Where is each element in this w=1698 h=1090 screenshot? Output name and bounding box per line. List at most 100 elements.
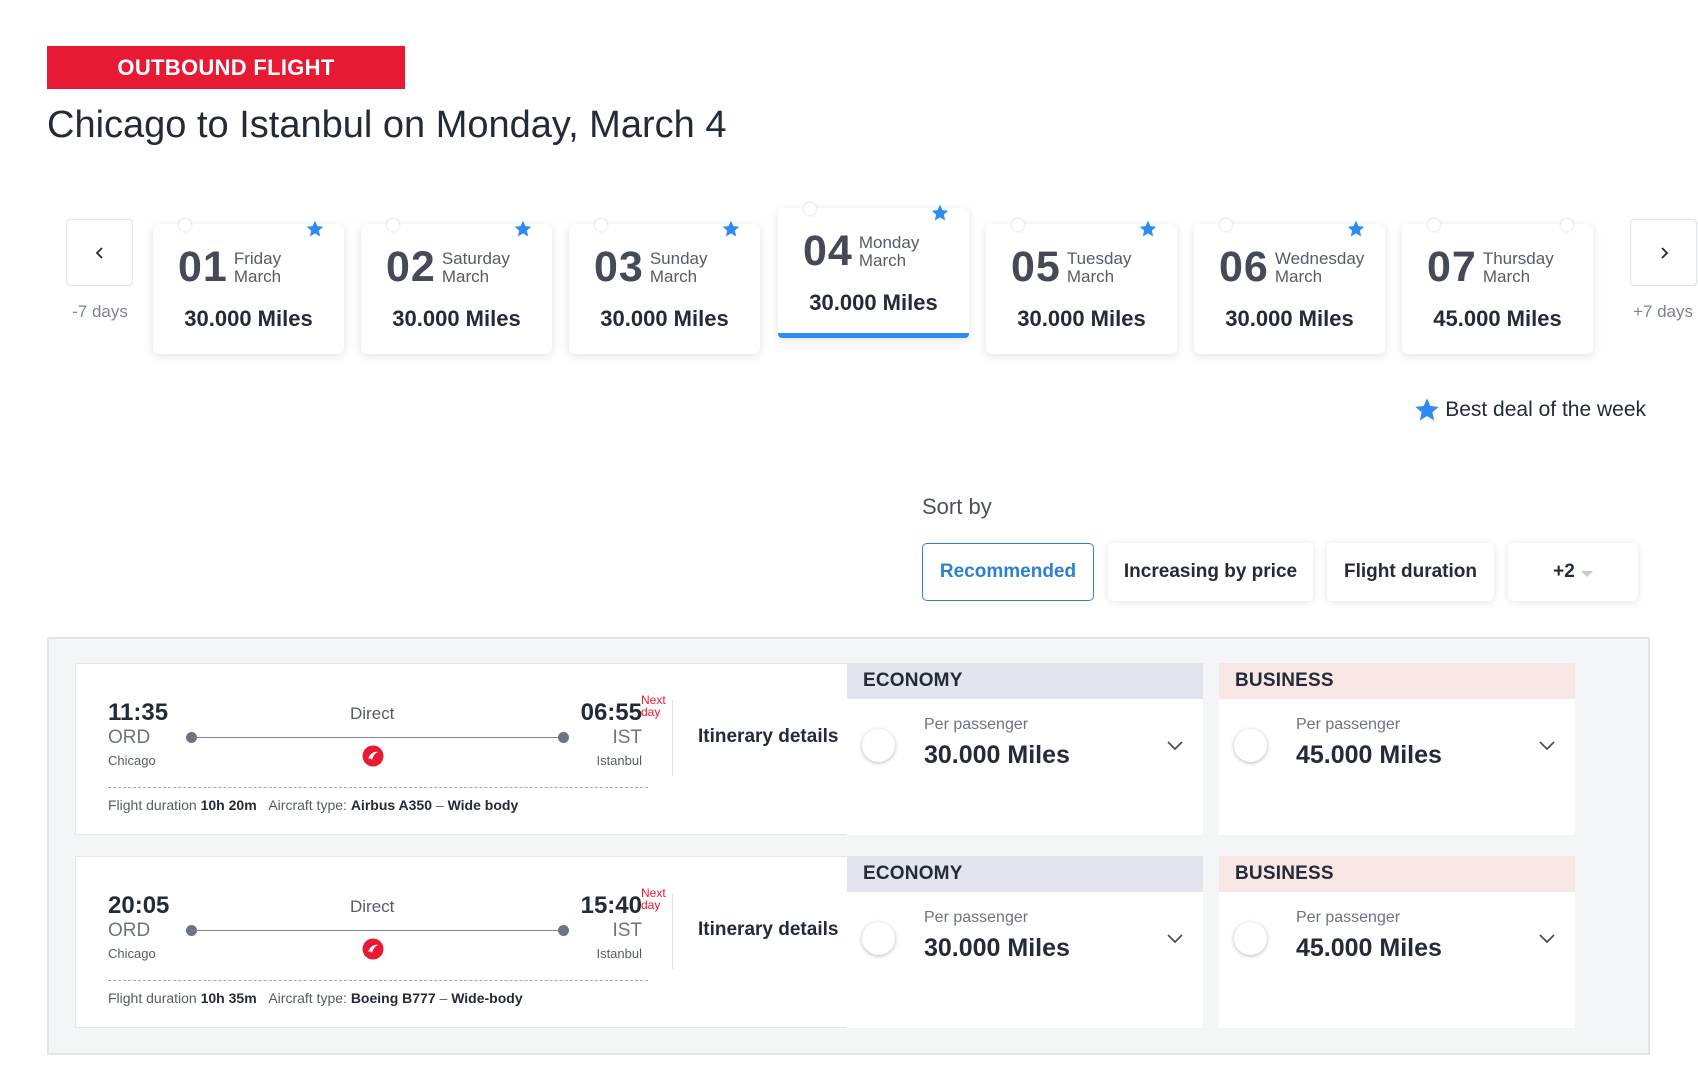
turkish-airlines-logo-icon: [362, 745, 384, 767]
aircraft-label: Aircraft type:: [268, 797, 347, 813]
fare-class-header: ECONOMY: [847, 856, 1203, 892]
divider: [108, 787, 648, 788]
departure-city: Chicago: [108, 753, 156, 768]
itinerary-details-button[interactable]: Itinerary details: [698, 726, 860, 748]
selected-indicator: [778, 333, 969, 338]
day-price: 30.000 Miles: [184, 306, 313, 331]
duration-value: 10h 35m: [200, 990, 257, 1006]
business-fare-option[interactable]: BUSINESS Per passenger 45.000 Miles: [1219, 856, 1575, 1028]
arrival-time: 15:40: [580, 892, 642, 919]
duration-label: Flight duration: [108, 797, 197, 813]
date-card-02[interactable]: 02 Saturday March 30.000 Miles: [361, 219, 552, 354]
best-deal-star-icon: [931, 204, 949, 221]
route-line: [191, 737, 563, 738]
itinerary-details-button[interactable]: Itinerary details: [698, 919, 860, 941]
sort-duration-button[interactable]: Flight duration: [1327, 543, 1494, 601]
vertical-divider: [672, 893, 673, 969]
meta-separator: –: [435, 797, 444, 813]
economy-fare-option[interactable]: ECONOMY Per passenger 30.000 Miles: [847, 663, 1203, 835]
best-deal-star-icon: [722, 220, 740, 237]
date-card-07[interactable]: 07 Thursday March 45.000 Miles: [1402, 219, 1593, 354]
next-day-label: day: [641, 705, 661, 719]
per-passenger-label: Per passenger: [924, 716, 1029, 733]
ticket-notch: [179, 219, 191, 231]
chevron-left-icon: [95, 246, 103, 259]
arrival-city: Istanbul: [596, 946, 642, 961]
aircraft-label: Aircraft type:: [268, 990, 347, 1006]
fare-price: 45.000 Miles: [1296, 934, 1442, 962]
ticket-notch: [1012, 219, 1024, 231]
day-name: Monday: [858, 232, 920, 252]
fare-class-header: BUSINESS: [1219, 856, 1575, 892]
day-meta: Wednesday March: [1275, 249, 1364, 286]
flight-meta: Flight duration 10h 35m Aircraft type: B…: [108, 990, 523, 1006]
date-card-06[interactable]: 06 Wednesday March 30.000 Miles: [1194, 219, 1385, 354]
route-end-dot: [558, 732, 569, 743]
day-month: March: [441, 266, 490, 286]
departure-code: ORD: [108, 727, 151, 748]
chevron-down-icon[interactable]: [1165, 735, 1185, 755]
business-fare-option[interactable]: BUSINESS Per passenger 45.000 Miles: [1219, 663, 1575, 835]
arrival-time: 06:55: [580, 699, 642, 726]
day-number: 03: [594, 243, 644, 291]
flight-card: 11:35 ORD Chicago Direct 06:55 Next day IST Ista…: [75, 663, 879, 835]
best-deal-star-icon: [514, 220, 532, 237]
ticket-notch: [804, 203, 816, 215]
day-number: 02: [386, 243, 436, 291]
economy-fare-option[interactable]: ECONOMY Per passenger 30.000 Miles: [847, 856, 1203, 1028]
day-meta: Friday March: [233, 249, 282, 286]
fare-radio[interactable]: [1234, 729, 1267, 762]
ticket-notch: [1220, 219, 1232, 231]
sort-price-button[interactable]: Increasing by price: [1108, 543, 1313, 601]
arrival-city: Istanbul: [596, 753, 642, 768]
date-row: 04 Monday March: [803, 230, 919, 273]
turkish-airlines-logo-icon: [362, 938, 384, 960]
date-row: 05 Tuesday March: [1011, 246, 1131, 289]
chevron-down-icon[interactable]: [1165, 928, 1185, 948]
outbound-flight-badge: OUTBOUND FLIGHT: [47, 46, 405, 89]
best-deal-star-icon: [1347, 220, 1365, 237]
date-row: 03 Sunday March: [594, 246, 708, 289]
date-card-05[interactable]: 05 Tuesday March 30.000 Miles: [986, 219, 1177, 354]
ticket-notch: [595, 219, 607, 231]
aircraft-value: Boeing B777: [350, 990, 436, 1006]
arrival-code: IST: [612, 727, 642, 748]
fare-price: 45.000 Miles: [1296, 741, 1442, 769]
sort-recommended-button[interactable]: Recommended: [922, 543, 1094, 601]
next-week-button[interactable]: [1630, 219, 1697, 286]
date-card-01[interactable]: 01 Friday March 30.000 Miles: [153, 219, 344, 354]
date-row: 01 Friday March: [178, 246, 281, 289]
chevron-down-icon[interactable]: [1537, 735, 1557, 755]
day-month: March: [1482, 266, 1531, 286]
fare-class-header: ECONOMY: [847, 663, 1203, 699]
day-month: March: [233, 266, 282, 286]
chevron-right-icon: [1660, 246, 1668, 259]
day-price: 30.000 Miles: [392, 306, 521, 331]
date-card-04[interactable]: 04 Monday March 30.000 Miles: [778, 203, 969, 338]
day-meta: Tuesday March: [1067, 249, 1132, 286]
sort-more-button[interactable]: +2: [1508, 543, 1638, 601]
fare-radio[interactable]: [862, 729, 895, 762]
date-card-03[interactable]: 03 Sunday March 30.000 Miles: [569, 219, 760, 354]
ticket-notch: [387, 219, 399, 231]
fare-class-header: BUSINESS: [1219, 663, 1575, 699]
divider: [108, 980, 648, 981]
caret-down-icon: [1580, 570, 1593, 577]
day-price: 30.000 Miles: [600, 306, 729, 331]
route-line: [191, 930, 563, 931]
itinerary-details-label: Itinerary details: [698, 919, 839, 940]
prev-week-button[interactable]: [66, 219, 133, 286]
day-number: 01: [178, 243, 228, 291]
ticket-notch: [1428, 219, 1440, 231]
body-type: Wide body: [447, 797, 519, 813]
day-name: Sunday: [649, 248, 708, 268]
per-passenger-label: Per passenger: [1296, 716, 1401, 733]
fare-radio[interactable]: [862, 922, 895, 955]
fare-radio[interactable]: [1234, 922, 1267, 955]
day-price: 30.000 Miles: [1225, 306, 1354, 331]
chevron-down-icon[interactable]: [1537, 928, 1557, 948]
flight-card: 20:05 ORD Chicago Direct 15:40 Next day IST Ista…: [75, 856, 879, 1028]
day-meta: Monday March: [858, 232, 920, 270]
day-name: Saturday: [441, 248, 510, 268]
departure-time: 20:05: [108, 892, 170, 919]
